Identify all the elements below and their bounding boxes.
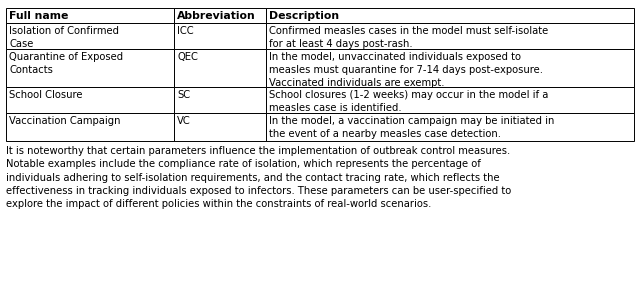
Text: School Closure: School Closure: [9, 90, 83, 100]
Text: QEC: QEC: [177, 52, 198, 62]
Text: It is noteworthy that certain parameters influence the implementation of outbrea: It is noteworthy that certain parameters…: [6, 146, 511, 209]
Bar: [174, 49, 266, 87]
Bar: [6, 23, 174, 49]
Bar: [174, 23, 266, 49]
Text: ICC: ICC: [177, 26, 194, 36]
Text: Description: Description: [269, 11, 339, 21]
Bar: [6, 8, 174, 23]
Bar: [6, 87, 174, 113]
Text: In the model, a vaccination campaign may be initiated in
the event of a nearby m: In the model, a vaccination campaign may…: [269, 116, 554, 139]
Text: VC: VC: [177, 116, 191, 126]
Bar: [266, 87, 634, 113]
Bar: [266, 8, 634, 23]
Text: SC: SC: [177, 90, 190, 100]
Text: Isolation of Confirmed
Case: Isolation of Confirmed Case: [9, 26, 119, 49]
Bar: [6, 49, 174, 87]
Bar: [174, 113, 266, 141]
Bar: [266, 113, 634, 141]
Bar: [266, 23, 634, 49]
Text: School closures (1-2 weeks) may occur in the model if a
measles case is identifi: School closures (1-2 weeks) may occur in…: [269, 90, 548, 113]
Bar: [174, 87, 266, 113]
Bar: [174, 8, 266, 23]
Text: Full name: Full name: [9, 11, 68, 21]
Bar: [266, 49, 634, 87]
Bar: [6, 113, 174, 141]
Text: Vaccination Campaign: Vaccination Campaign: [9, 116, 120, 126]
Text: In the model, unvaccinated individuals exposed to
measles must quarantine for 7-: In the model, unvaccinated individuals e…: [269, 52, 543, 88]
Text: Quarantine of Exposed
Contacts: Quarantine of Exposed Contacts: [9, 52, 123, 75]
Text: Confirmed measles cases in the model must self-isolate
for at least 4 days post-: Confirmed measles cases in the model mus…: [269, 26, 548, 49]
Text: Abbreviation: Abbreviation: [177, 11, 256, 21]
